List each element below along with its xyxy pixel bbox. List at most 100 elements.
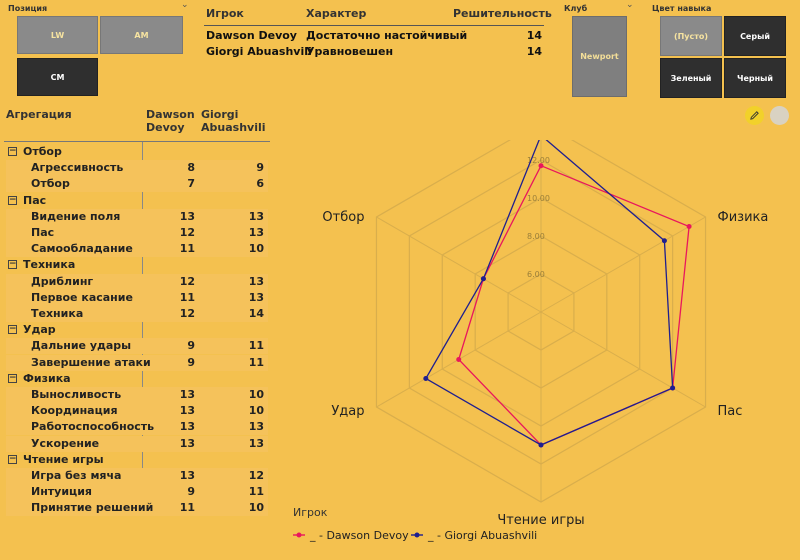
radar-series-point <box>423 376 429 381</box>
radar-axis-label: Чтение игры <box>497 513 584 528</box>
radar-series-point <box>538 163 544 169</box>
matrix-item-row: Техника 12 14 <box>6 306 268 322</box>
matrix-value-player2: 11 <box>248 339 264 353</box>
matrix-group-row[interactable]: − Отбор <box>6 144 268 160</box>
pencil-icon[interactable] <box>745 106 764 125</box>
matrix-item-label: Агрессивность <box>31 161 124 175</box>
matrix-group-label: Отбор <box>23 145 62 158</box>
radar-tick-label: 6.00 <box>527 270 545 279</box>
collapse-icon[interactable]: − <box>8 259 17 270</box>
matrix-item-label: Ускорение <box>31 436 100 450</box>
radar-grid-spoke <box>540 311 706 408</box>
table-cell-character: Уравновешен <box>306 45 394 58</box>
matrix-value-player2: 13 <box>248 209 264 223</box>
matrix-group-row[interactable]: − Физика <box>6 371 268 387</box>
matrix-value-player1: 9 <box>187 485 195 499</box>
matrix-item-label: Техника <box>31 307 84 320</box>
col-header-character[interactable]: Характер <box>306 7 367 20</box>
matrix-item-label: Видение поля <box>31 209 121 223</box>
radar-grid-spoke <box>540 216 706 313</box>
matrix-value-player2: 10 <box>248 501 264 515</box>
matrix-value-player1: 12 <box>179 307 195 320</box>
matrix-group-label: Техника <box>23 258 76 272</box>
matrix-group-row[interactable]: − Техника <box>6 257 268 273</box>
collapse-icon[interactable]: − <box>8 453 17 464</box>
matrix-item-row: Завершение атаки 9 11 <box>6 354 268 371</box>
matrix-item-label: Координация <box>31 404 118 418</box>
skill-color-option-black[interactable]: Черный <box>724 58 786 98</box>
table-header-divider <box>204 25 544 26</box>
skill-color-option-empty[interactable]: (Пусто) <box>660 16 722 56</box>
matrix-item-label: Дриблинг <box>31 274 94 288</box>
club-option-newport[interactable]: Newport <box>572 16 627 97</box>
matrix-item-label: Интуиция <box>31 485 92 499</box>
matrix-item-row: Работоспособность 13 13 <box>6 419 268 436</box>
matrix-value-player1: 13 <box>179 209 195 223</box>
matrix-value-player2: 13 <box>248 226 264 239</box>
radar-series-point <box>661 238 667 244</box>
legend-entry: _ - Dawson Devoy <box>309 529 409 542</box>
matrix-group-row[interactable]: − Удар <box>6 322 268 338</box>
col-header-determination[interactable]: Решительность <box>453 7 552 20</box>
legend-entry: _ - Giorgi Abuashvili <box>427 529 537 542</box>
collapse-icon[interactable]: − <box>8 324 17 335</box>
radar-chart: 6.008.0010.0012.00ТехникаФизикаПасЧтение… <box>293 140 768 542</box>
chevron-down-icon[interactable]: ⌄ <box>181 0 189 10</box>
skill-color-option-gray[interactable]: Серый <box>724 16 786 56</box>
matrix-item-label: Игра без мяча <box>31 469 122 482</box>
col-header-player[interactable]: Игрок <box>206 7 244 20</box>
matrix-value-player1: 11 <box>179 242 195 256</box>
skill-color-slicer-title: Цвет навыка <box>652 4 712 13</box>
matrix-item-label: Дальние удары <box>31 339 132 353</box>
matrix-value-player1: 13 <box>179 469 195 482</box>
matrix-value-player2: 12 <box>248 469 264 482</box>
club-slicer-title: Клуб <box>564 4 588 13</box>
legend-marker-dot <box>414 532 420 538</box>
radar-axis-label: Пас <box>718 404 743 419</box>
matrix-group-row[interactable]: − Чтение игры <box>6 452 268 468</box>
radar-tick-label: 8.00 <box>527 232 545 241</box>
matrix-item-label: Пас <box>31 226 55 239</box>
matrix-item-row: Выносливость 13 10 <box>6 387 268 403</box>
matrix-column-divider <box>142 142 143 516</box>
chevron-down-icon[interactable]: ⌄ <box>626 0 634 10</box>
matrix-item-row: Игра без мяча 13 12 <box>6 468 268 484</box>
matrix-item-row: Отбор 7 6 <box>6 176 268 193</box>
matrix-value-player2: 14 <box>248 307 264 320</box>
position-option-cm[interactable]: CM <box>17 58 98 96</box>
matrix-item-row: Дриблинг 12 13 <box>6 273 268 290</box>
matrix-value-player2: 10 <box>248 242 264 256</box>
matrix-item-label: Принятие решений <box>31 501 154 515</box>
matrix-header-player2[interactable]: Giorgi Abuashvili <box>201 108 266 134</box>
collapse-icon[interactable]: − <box>8 372 17 383</box>
circle-icon[interactable] <box>770 106 789 125</box>
matrix-item-label: Первое касание <box>31 290 133 304</box>
matrix-value-player2: 11 <box>248 485 264 499</box>
radar-grid-spoke <box>376 216 542 313</box>
matrix-header-aggregation[interactable]: Агрегация <box>6 108 72 121</box>
radar-tick-label: 12.00 <box>527 156 550 165</box>
radar-tick-label: 10.00 <box>527 194 550 203</box>
collapse-icon[interactable]: − <box>8 194 17 205</box>
table-cell-player: Dawson Devoy <box>206 29 297 42</box>
legend-title: Игрок <box>293 506 328 519</box>
matrix-value-player2: 9 <box>256 161 264 175</box>
matrix-item-row: Самообладание 11 10 <box>6 241 268 258</box>
radar-series-point <box>456 357 462 362</box>
matrix-group-row[interactable]: − Пас <box>6 193 268 209</box>
matrix-value-player1: 9 <box>187 339 195 353</box>
matrix-value-player1: 12 <box>179 274 195 288</box>
matrix-value-player2: 6 <box>256 177 264 191</box>
position-option-am[interactable]: AM <box>100 16 183 54</box>
matrix-item-label: Отбор <box>31 177 70 191</box>
matrix-group-label: Пас <box>23 193 47 207</box>
radar-series-point <box>538 442 544 448</box>
matrix-value-player1: 13 <box>179 404 195 418</box>
position-option-lw[interactable]: LW <box>17 16 98 54</box>
matrix-group-label: Физика <box>23 371 71 385</box>
matrix-value-player2: 10 <box>248 404 264 418</box>
matrix-item-label: Выносливость <box>31 388 122 401</box>
matrix-header-player1[interactable]: Dawson Devoy <box>146 108 195 134</box>
skill-color-option-green[interactable]: Зеленый <box>660 58 722 98</box>
collapse-icon[interactable]: − <box>8 146 17 156</box>
